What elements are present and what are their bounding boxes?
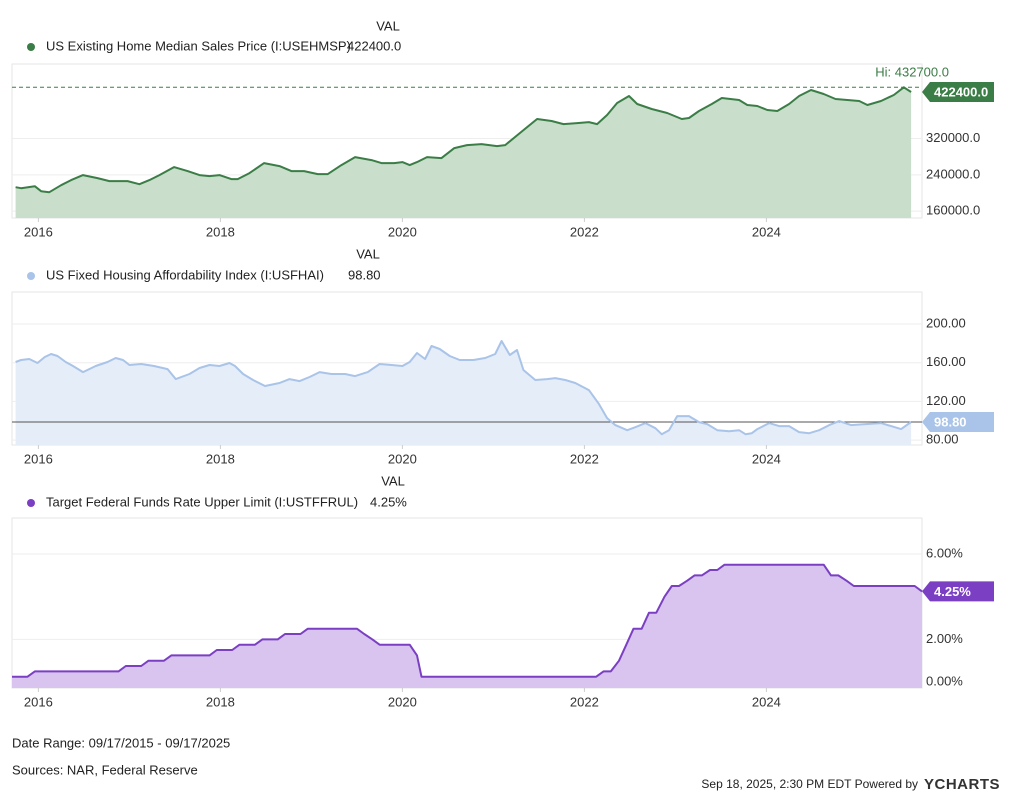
- y-tick-label: 320000.0: [926, 130, 980, 145]
- legend-value: 4.25%: [370, 494, 407, 509]
- value-tag: [922, 581, 994, 602]
- legend-marker: [27, 43, 35, 51]
- x-tick-label: 2016: [24, 224, 53, 239]
- x-tick-label: 2018: [206, 224, 235, 239]
- column-header: VAL: [376, 18, 400, 33]
- legend-value: 422400.0: [347, 38, 401, 53]
- y-tick-label: 120.00: [926, 393, 966, 408]
- x-tick-label: 2022: [570, 694, 599, 709]
- x-tick-label: 2018: [206, 694, 235, 709]
- y-tick-label: 200.00: [926, 315, 966, 330]
- value-tag-label: 4.25%: [934, 584, 971, 599]
- column-header: VAL: [356, 246, 380, 261]
- sources: Sources: NAR, Federal Reserve: [12, 762, 198, 777]
- area-fill: [12, 564, 922, 688]
- y-tick-label: 240000.0: [926, 166, 980, 181]
- x-tick-label: 2024: [752, 224, 781, 239]
- y-tick-label: 80.00: [926, 432, 959, 447]
- y-tick-label: 160000.0: [926, 203, 980, 218]
- y-tick-label: 0.00%: [926, 673, 963, 688]
- value-tag: [922, 81, 994, 102]
- x-tick-label: 2018: [206, 451, 235, 466]
- brand-logo: YCHARTS: [924, 776, 1000, 793]
- x-tick-label: 2020: [388, 224, 417, 239]
- x-tick-label: 2020: [388, 694, 417, 709]
- x-tick-label: 2022: [570, 224, 599, 239]
- x-tick-label: 2022: [570, 451, 599, 466]
- x-tick-label: 2016: [24, 694, 53, 709]
- timestamp: Sep 18, 2025, 2:30 PM EDT Powered by: [701, 777, 918, 791]
- value-tag-label: 422400.0: [934, 84, 988, 99]
- date-range: Date Range: 09/17/2015 - 09/17/2025: [12, 735, 230, 750]
- high-label: Hi: 432700.0: [875, 65, 949, 80]
- value-tag: [922, 411, 994, 432]
- legend-label: Target Federal Funds Rate Upper Limit (I…: [46, 494, 358, 509]
- line: [15, 340, 912, 436]
- legend-label: US Fixed Housing Affordability Index (I:…: [46, 267, 324, 282]
- y-tick-label: 160.00: [926, 354, 966, 369]
- legend-marker: [27, 272, 35, 280]
- x-tick-label: 2024: [752, 451, 781, 466]
- x-tick-label: 2024: [752, 694, 781, 709]
- x-tick-label: 2016: [24, 451, 53, 466]
- x-tick-label: 2020: [388, 451, 417, 466]
- line: [12, 563, 923, 678]
- y-tick-label: 2.00%: [926, 631, 963, 646]
- line: [15, 86, 912, 194]
- legend-value: 98.80: [348, 267, 381, 282]
- area-fill: [15, 341, 912, 445]
- column-header: VAL: [381, 473, 405, 488]
- value-tag-label: 98.80: [934, 414, 967, 429]
- y-tick-label: 6.00%: [926, 545, 963, 560]
- legend-label: US Existing Home Median Sales Price (I:U…: [46, 38, 351, 53]
- area-fill: [15, 87, 912, 218]
- legend-marker: [27, 499, 35, 507]
